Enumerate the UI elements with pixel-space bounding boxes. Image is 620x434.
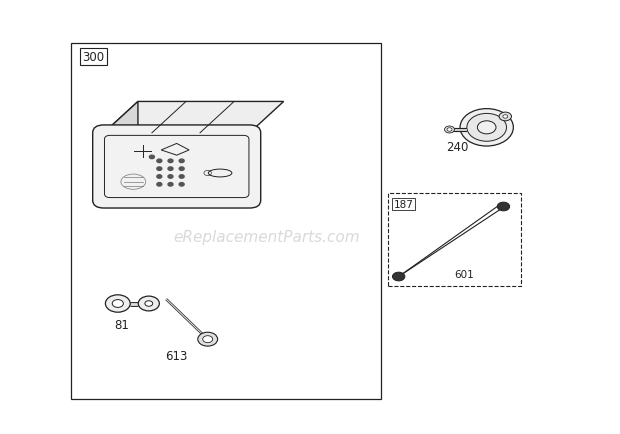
Circle shape bbox=[460, 109, 513, 147]
Circle shape bbox=[445, 127, 454, 134]
Circle shape bbox=[503, 115, 508, 119]
Circle shape bbox=[157, 160, 162, 163]
Circle shape bbox=[168, 175, 173, 179]
Circle shape bbox=[168, 168, 173, 171]
FancyBboxPatch shape bbox=[93, 126, 260, 209]
Bar bbox=[388, 193, 521, 286]
Text: 240: 240 bbox=[446, 141, 468, 154]
Circle shape bbox=[112, 300, 123, 308]
Circle shape bbox=[138, 296, 159, 311]
Circle shape bbox=[105, 295, 130, 312]
Text: 613: 613 bbox=[166, 349, 188, 362]
Circle shape bbox=[497, 203, 510, 211]
Text: 601: 601 bbox=[454, 270, 474, 279]
Circle shape bbox=[179, 183, 184, 187]
Circle shape bbox=[157, 175, 162, 179]
Text: eReplacementParts.com: eReplacementParts.com bbox=[173, 229, 360, 244]
Polygon shape bbox=[104, 102, 138, 201]
Circle shape bbox=[157, 183, 162, 187]
Circle shape bbox=[149, 156, 154, 159]
Circle shape bbox=[467, 114, 507, 142]
Circle shape bbox=[447, 128, 452, 132]
Circle shape bbox=[179, 168, 184, 171]
Text: 187: 187 bbox=[394, 200, 414, 210]
Circle shape bbox=[168, 160, 173, 163]
Circle shape bbox=[157, 168, 162, 171]
Circle shape bbox=[499, 113, 511, 122]
Text: 300: 300 bbox=[82, 51, 105, 64]
Circle shape bbox=[198, 332, 218, 346]
Circle shape bbox=[477, 122, 496, 135]
Circle shape bbox=[179, 160, 184, 163]
Circle shape bbox=[392, 273, 405, 281]
Text: 81: 81 bbox=[114, 318, 129, 331]
Circle shape bbox=[145, 301, 153, 306]
Circle shape bbox=[168, 183, 173, 187]
Circle shape bbox=[203, 336, 213, 343]
Circle shape bbox=[179, 175, 184, 179]
Bar bbox=[71, 43, 381, 399]
Polygon shape bbox=[104, 102, 283, 134]
